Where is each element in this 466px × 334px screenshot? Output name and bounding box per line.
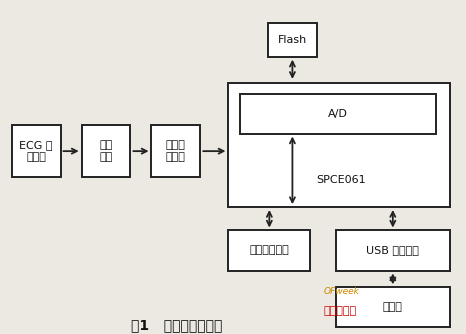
- Bar: [228, 230, 310, 271]
- Text: 计算机: 计算机: [383, 302, 403, 312]
- Bar: [268, 23, 317, 57]
- Bar: [336, 230, 450, 271]
- Text: 滤波放
大电路: 滤波放 大电路: [166, 140, 186, 162]
- Bar: [228, 84, 450, 207]
- Text: SPCE061: SPCE061: [316, 175, 366, 185]
- Bar: [82, 125, 130, 177]
- Bar: [336, 287, 450, 327]
- Text: Flash: Flash: [278, 35, 307, 45]
- Text: ECG 电
极信号: ECG 电 极信号: [20, 140, 53, 162]
- Bar: [151, 125, 200, 177]
- Text: OFweek: OFweek: [324, 287, 360, 296]
- Text: 电源变换电路: 电源变换电路: [249, 245, 289, 256]
- Text: 医疗科技网: 医疗科技网: [324, 306, 357, 316]
- Bar: [240, 94, 436, 134]
- Text: 导联
电路: 导联 电路: [99, 140, 113, 162]
- Bar: [12, 125, 61, 177]
- Text: A/D: A/D: [328, 109, 348, 119]
- Text: 图1   硬件的总体结构: 图1 硬件的总体结构: [131, 318, 223, 332]
- Text: USB 接口电路: USB 接口电路: [366, 245, 419, 256]
